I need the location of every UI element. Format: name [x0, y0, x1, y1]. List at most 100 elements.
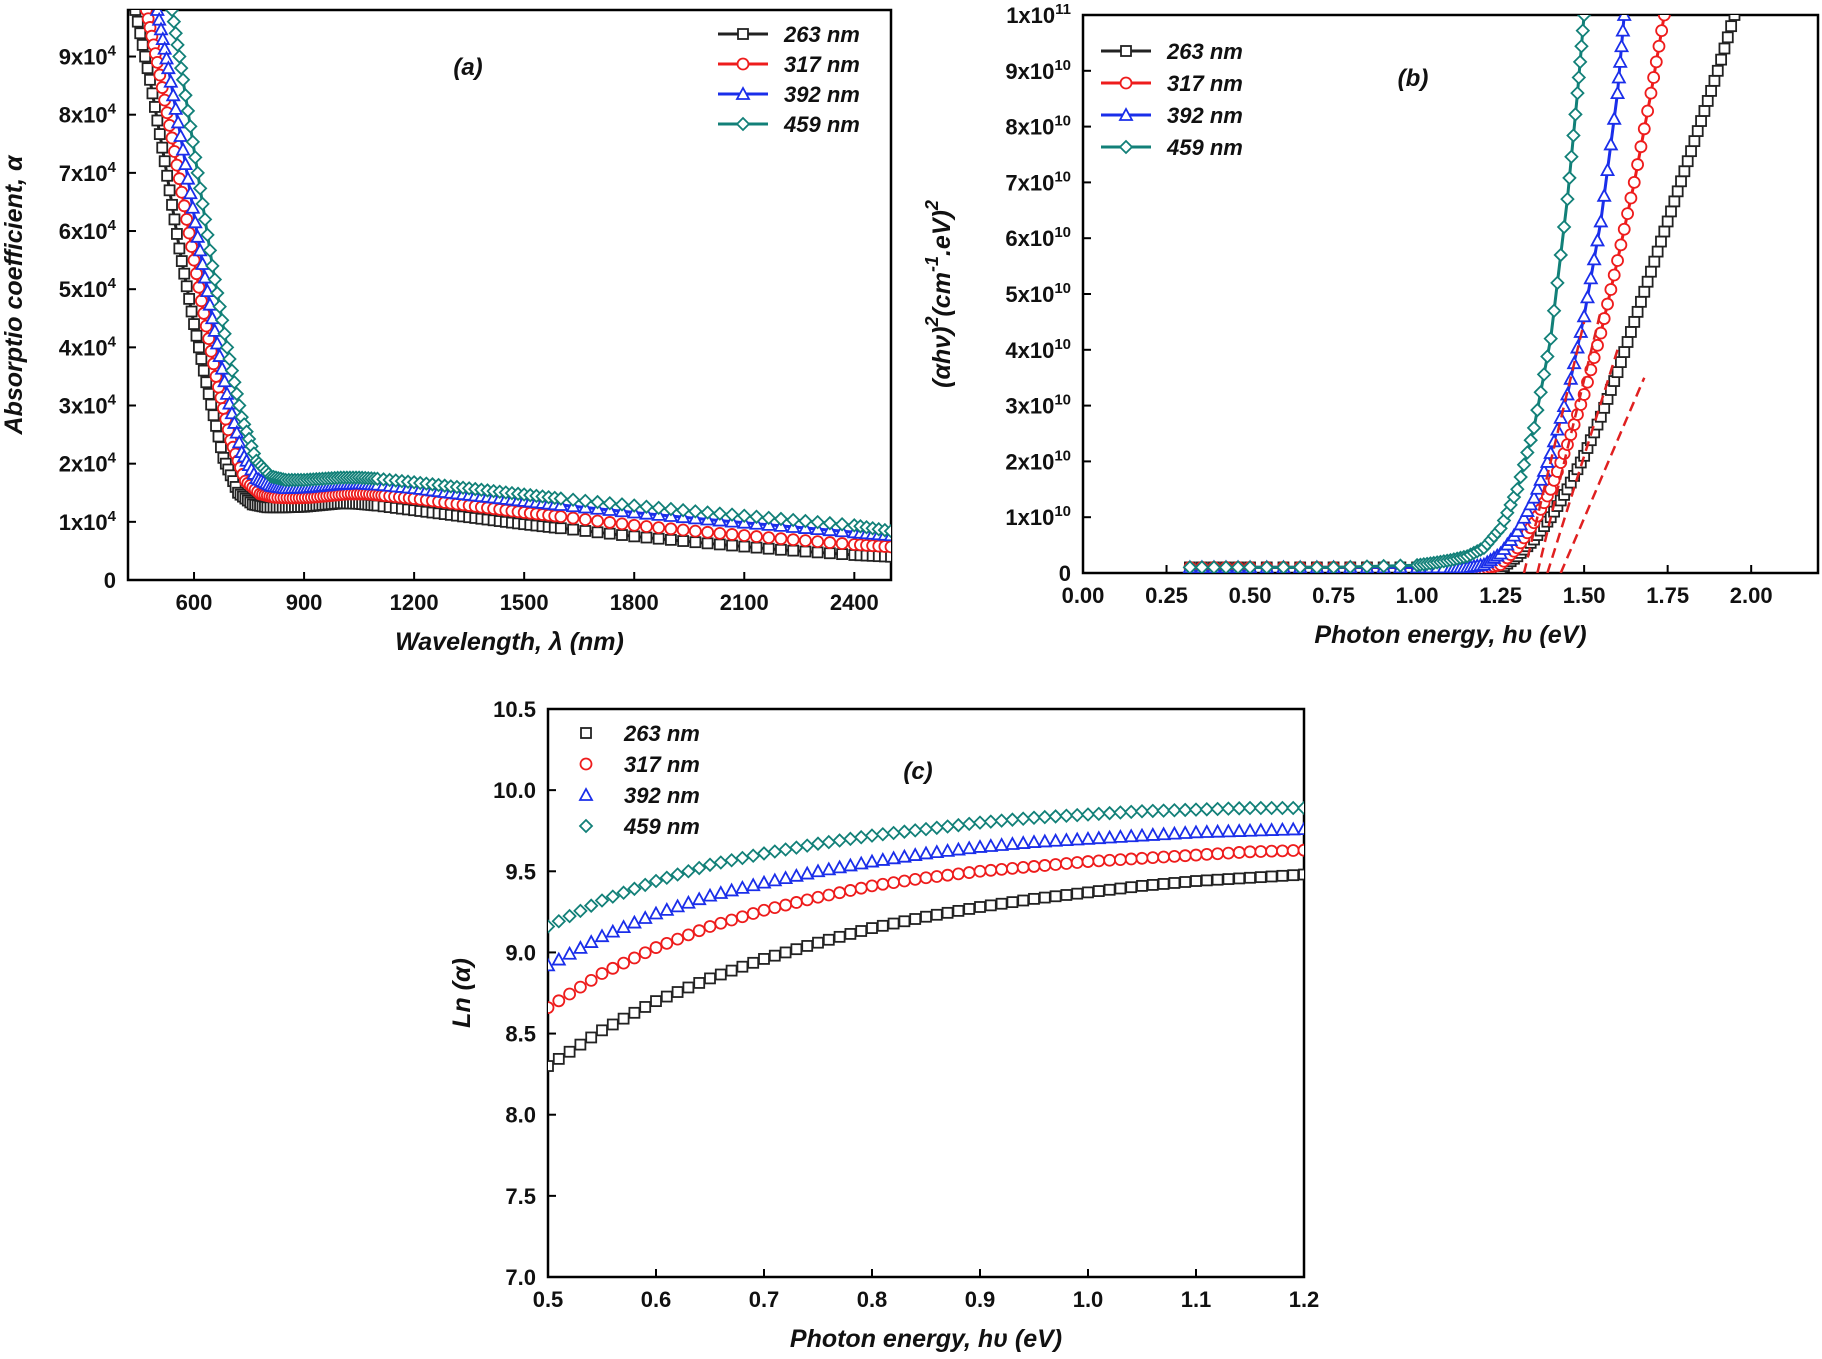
data-point [190, 228, 206, 243]
legend-marker [735, 116, 751, 132]
plot-frame [546, 707, 1306, 1279]
data-point [811, 535, 825, 549]
legend-item: 459 nm [578, 814, 700, 839]
y-tick-label: 1x1011 [1006, 1, 1071, 28]
data-point [778, 842, 793, 857]
data-point [652, 521, 666, 535]
data-point [1177, 802, 1193, 818]
data-point [149, 101, 161, 113]
data-point [1218, 560, 1234, 573]
legend-label: 317 nm [784, 52, 860, 77]
x-tick-label: 900 [286, 590, 323, 615]
data-point [1678, 165, 1691, 178]
data-point [823, 547, 836, 560]
data-point [1199, 824, 1215, 838]
data-point [1231, 823, 1247, 837]
data-point [1112, 829, 1128, 843]
data-point [1194, 560, 1210, 573]
data-point [1242, 822, 1258, 837]
data-point [682, 928, 695, 942]
data-point [574, 980, 587, 994]
data-point [896, 848, 912, 863]
data-point [1612, 53, 1628, 68]
data-point [822, 933, 835, 946]
legend-marker [737, 28, 749, 40]
data-point [1167, 802, 1182, 818]
data-point [552, 1052, 565, 1065]
data-point [1038, 859, 1052, 872]
data-point [1614, 38, 1630, 53]
data-point [1611, 254, 1624, 267]
data-point [1103, 853, 1116, 867]
data-point [1513, 516, 1529, 531]
data-point [930, 908, 943, 921]
data-point [1285, 821, 1301, 836]
data-point [1596, 187, 1612, 202]
legend-label: 392 nm [784, 82, 860, 107]
data-point [197, 307, 211, 320]
data-point [591, 514, 604, 528]
data-point [1092, 885, 1105, 897]
data-point [884, 540, 891, 554]
data-point [749, 509, 764, 525]
data-point [168, 213, 181, 226]
data-point [1113, 805, 1128, 820]
data-point [1058, 832, 1074, 847]
data-point [1292, 560, 1308, 573]
x-tick-label: 0.8 [857, 1287, 888, 1312]
data-point [908, 873, 922, 886]
legend-marker [578, 787, 594, 801]
x-tick-label: 1.0 [1073, 1287, 1104, 1312]
data-point [713, 885, 729, 899]
data-point [700, 505, 715, 520]
data-point [1182, 560, 1198, 573]
data-point [562, 945, 578, 960]
data-point [746, 907, 760, 920]
data-point [1016, 860, 1030, 874]
data-point [1102, 829, 1118, 844]
data-point [182, 185, 198, 200]
data-point [1652, 39, 1666, 53]
y-tick-label: 9x1010 [1005, 57, 1071, 84]
data-point [1376, 558, 1391, 573]
data-point [628, 951, 641, 965]
data-point [747, 956, 760, 969]
data-point [651, 500, 666, 516]
data-point [190, 329, 203, 342]
data-point [626, 498, 642, 513]
data-point [628, 1006, 641, 1019]
data-point [876, 877, 890, 891]
data-point [811, 546, 824, 559]
y-tick-label: 9.5 [505, 859, 536, 884]
y-axis-label: (αhν)2(cm-1.eV)2 [922, 200, 956, 388]
data-point [205, 398, 218, 411]
x-tick-label: 2400 [830, 590, 879, 615]
data-point [1264, 822, 1280, 836]
x-axis-label: Photon energy, hυ (eV) [1314, 621, 1586, 649]
data-point [941, 868, 954, 882]
data-point [639, 499, 654, 514]
data-point [750, 530, 763, 543]
data-point [972, 839, 988, 853]
legend-label: 317 nm [1167, 71, 1243, 96]
series-263-nm [548, 868, 1304, 1072]
data-point [1244, 871, 1256, 884]
data-point [1222, 873, 1235, 885]
legend-label: 317 nm [624, 752, 700, 777]
data-point [974, 901, 986, 913]
data-point [1125, 881, 1138, 894]
data-point [898, 915, 911, 928]
data-point [617, 1012, 630, 1025]
y-tick-label: 7.0 [505, 1265, 536, 1290]
data-point [1254, 845, 1268, 858]
data-point [1610, 85, 1626, 100]
data-point [1668, 195, 1681, 208]
x-tick-label: 0.00 [1062, 583, 1105, 608]
data-point [832, 859, 848, 874]
data-point [552, 994, 566, 1008]
data-point [161, 169, 174, 182]
data-point [786, 533, 800, 547]
data-point [885, 550, 891, 563]
data-point [1242, 560, 1258, 573]
data-point [842, 857, 858, 872]
